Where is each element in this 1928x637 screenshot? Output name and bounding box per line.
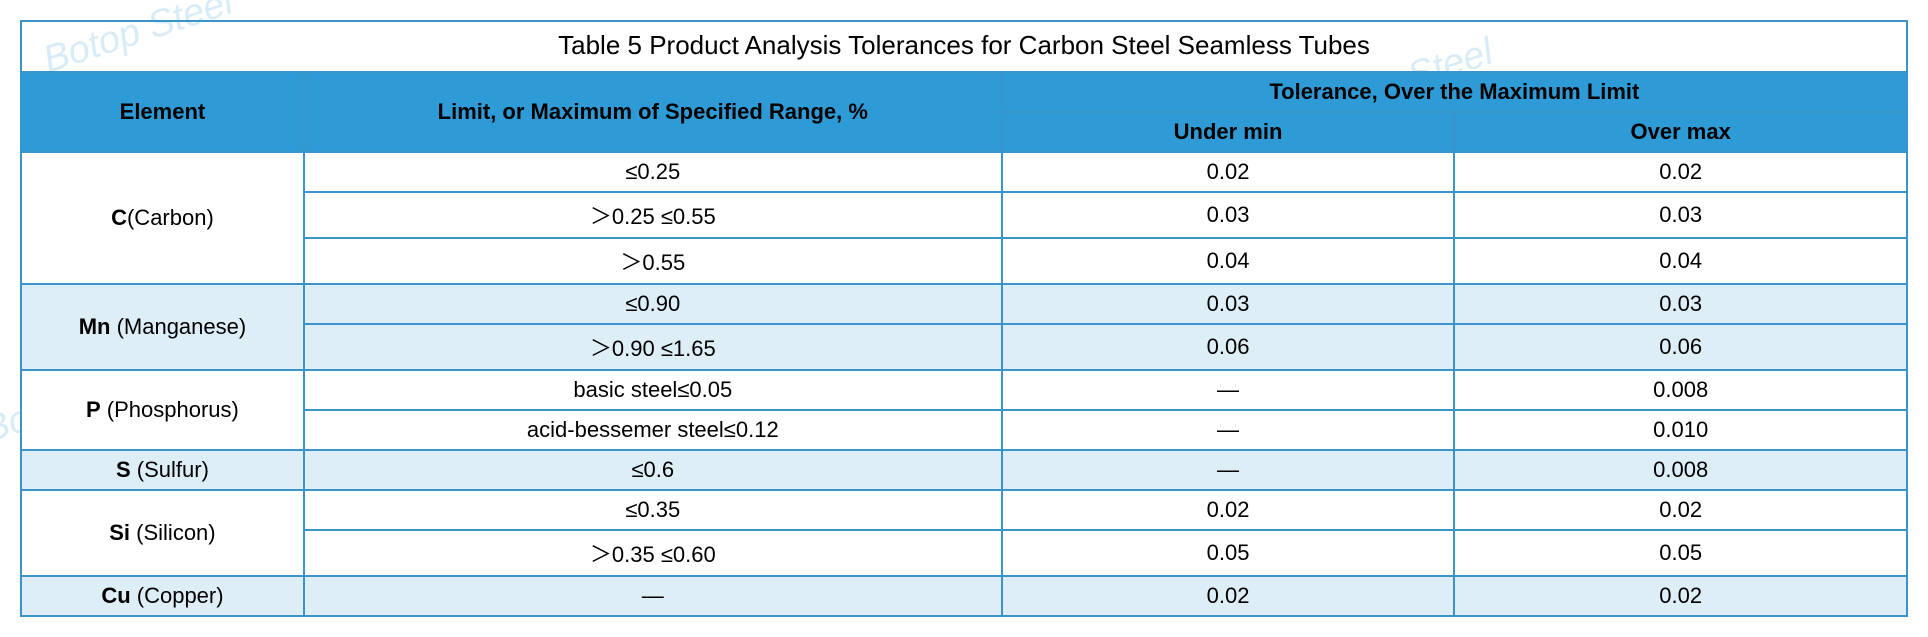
table-row: Mn (Manganese)≤0.900.030.03 <box>21 284 1907 324</box>
header-tolerance-group: Tolerance, Over the Maximum Limit <box>1002 72 1907 112</box>
limit-cell: basic steel≤0.05 <box>304 370 1002 410</box>
element-name: (Manganese) <box>110 314 246 339</box>
table-row: P (Phosphorus)basic steel≤0.05—0.008 <box>21 370 1907 410</box>
element-symbol: Mn <box>79 314 111 339</box>
under-min-cell: 0.05 <box>1002 530 1455 576</box>
element-name: (Copper) <box>131 583 224 608</box>
header-over-max: Over max <box>1454 112 1907 152</box>
over-max-cell: 0.05 <box>1454 530 1907 576</box>
table-row: ＞0.90 ≤1.650.060.06 <box>21 324 1907 370</box>
limit-cell: ＞0.55 <box>304 238 1002 284</box>
under-min-cell: 0.06 <box>1002 324 1455 370</box>
limit-cell: ＞0.90 ≤1.65 <box>304 324 1002 370</box>
under-min-cell: — <box>1002 410 1455 450</box>
table-row: Cu (Copper)—0.020.02 <box>21 576 1907 616</box>
tolerances-table: Table 5 Product Analysis Tolerances for … <box>20 20 1908 617</box>
table-row: ＞0.35 ≤0.600.050.05 <box>21 530 1907 576</box>
under-min-cell: — <box>1002 450 1455 490</box>
over-max-cell: 0.04 <box>1454 238 1907 284</box>
header-element: Element <box>21 72 304 152</box>
over-max-cell: 0.008 <box>1454 450 1907 490</box>
element-cell: Mn (Manganese) <box>21 284 304 370</box>
limit-cell: — <box>304 576 1002 616</box>
over-max-cell: 0.02 <box>1454 576 1907 616</box>
over-max-cell: 0.008 <box>1454 370 1907 410</box>
table-caption: Table 5 Product Analysis Tolerances for … <box>20 20 1908 71</box>
over-max-cell: 0.03 <box>1454 192 1907 238</box>
element-name: (Phosphorus) <box>101 397 239 422</box>
table-row: S (Sulfur)≤0.6—0.008 <box>21 450 1907 490</box>
header-under-min: Under min <box>1002 112 1455 152</box>
limit-cell: ≤0.25 <box>304 152 1002 192</box>
under-min-cell: 0.02 <box>1002 152 1455 192</box>
over-max-cell: 0.02 <box>1454 152 1907 192</box>
under-min-cell: 0.03 <box>1002 284 1455 324</box>
limit-cell: ＞0.25 ≤0.55 <box>304 192 1002 238</box>
element-cell: C(Carbon) <box>21 152 304 284</box>
table-row: Si (Silicon)≤0.350.020.02 <box>21 490 1907 530</box>
table-body: C(Carbon)≤0.250.020.02＞0.25 ≤0.550.030.0… <box>21 152 1907 616</box>
limit-cell: ≤0.35 <box>304 490 1002 530</box>
limit-cell: acid-bessemer steel≤0.12 <box>304 410 1002 450</box>
over-max-cell: 0.02 <box>1454 490 1907 530</box>
element-symbol: C <box>111 205 127 230</box>
under-min-cell: 0.02 <box>1002 490 1455 530</box>
limit-cell: ≤0.6 <box>304 450 1002 490</box>
element-symbol: Si <box>109 520 130 545</box>
limit-cell: ≤0.90 <box>304 284 1002 324</box>
table-container: Table 5 Product Analysis Tolerances for … <box>20 20 1908 617</box>
table-row: ＞0.550.040.04 <box>21 238 1907 284</box>
over-max-cell: 0.010 <box>1454 410 1907 450</box>
under-min-cell: — <box>1002 370 1455 410</box>
under-min-cell: 0.03 <box>1002 192 1455 238</box>
element-symbol: S <box>116 457 131 482</box>
limit-cell: ＞0.35 ≤0.60 <box>304 530 1002 576</box>
element-cell: P (Phosphorus) <box>21 370 304 450</box>
over-max-cell: 0.03 <box>1454 284 1907 324</box>
header-limit: Limit, or Maximum of Specified Range, % <box>304 72 1002 152</box>
element-name: (Silicon) <box>130 520 216 545</box>
over-max-cell: 0.06 <box>1454 324 1907 370</box>
under-min-cell: 0.04 <box>1002 238 1455 284</box>
element-symbol: P <box>86 397 101 422</box>
element-symbol: Cu <box>101 583 130 608</box>
element-name: (Sulfur) <box>131 457 209 482</box>
table-row: acid-bessemer steel≤0.12—0.010 <box>21 410 1907 450</box>
under-min-cell: 0.02 <box>1002 576 1455 616</box>
table-row: ＞0.25 ≤0.550.030.03 <box>21 192 1907 238</box>
element-name: (Carbon) <box>127 205 214 230</box>
element-cell: S (Sulfur) <box>21 450 304 490</box>
table-row: C(Carbon)≤0.250.020.02 <box>21 152 1907 192</box>
element-cell: Si (Silicon) <box>21 490 304 576</box>
element-cell: Cu (Copper) <box>21 576 304 616</box>
